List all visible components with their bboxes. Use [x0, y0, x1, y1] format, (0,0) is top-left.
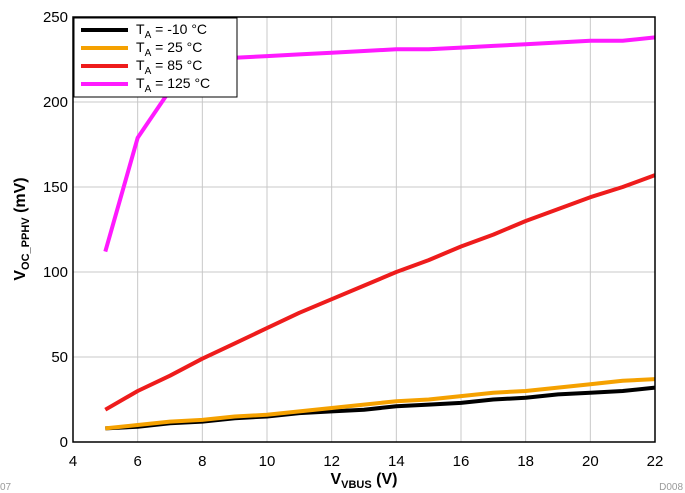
x-tick-label: 16	[453, 453, 470, 470]
y-axis-title-main: V	[12, 270, 29, 281]
x-tick-label: 4	[69, 453, 77, 470]
legend-label-3: TA = 125 °C	[136, 75, 210, 95]
x-tick-label: 12	[323, 453, 340, 470]
left-edge-cut-text: 07	[0, 482, 12, 493]
y-tick-label: 100	[43, 264, 68, 281]
y-tick-label: 50	[51, 349, 68, 366]
x-tick-label: 8	[198, 453, 206, 470]
x-tick-label: 20	[582, 453, 599, 470]
x-axis-title-main: V	[330, 471, 341, 488]
x-axis-title-unit: (V)	[372, 471, 398, 488]
x-tick-label: 10	[259, 453, 276, 470]
y-axis-title: VOC_PPHV (mV)	[12, 177, 32, 280]
y-tick-label: 200	[43, 94, 68, 111]
tick-labels: 4 6 8 10 12 14 16 18 20 22 0 50 100 150 200 250	[43, 9, 663, 470]
legend-label-1: TA = 25 °C	[136, 39, 202, 59]
x-tick-label: 6	[133, 453, 141, 470]
legend-label-0: TA = -10 °C	[136, 21, 207, 41]
y-tick-label: 150	[43, 179, 68, 196]
figure-id: D008	[659, 482, 683, 493]
plot-frame	[72, 16, 656, 443]
x-tick-label: 18	[517, 453, 534, 470]
x-tick-label: 22	[647, 453, 664, 470]
x-axis-title-sub: VBUS	[341, 479, 372, 491]
series-line-1	[105, 377, 656, 431]
y-axis-title-unit: (mV)	[12, 177, 29, 217]
legend: TA = -10 °CTA = 25 °CTA = 85 °CTA = 125 …	[73, 17, 238, 98]
plot-series	[103, 35, 656, 431]
x-axis-title: VVBUS (V)	[330, 471, 397, 491]
y-tick-label: 250	[43, 9, 68, 26]
y-axis-title-sub: OC_PPHV	[20, 217, 32, 270]
series-line-2	[104, 173, 656, 412]
legend-label-2: TA = 85 °C	[136, 57, 202, 77]
x-tick-label: 14	[388, 453, 405, 470]
y-tick-label: 0	[60, 434, 68, 451]
